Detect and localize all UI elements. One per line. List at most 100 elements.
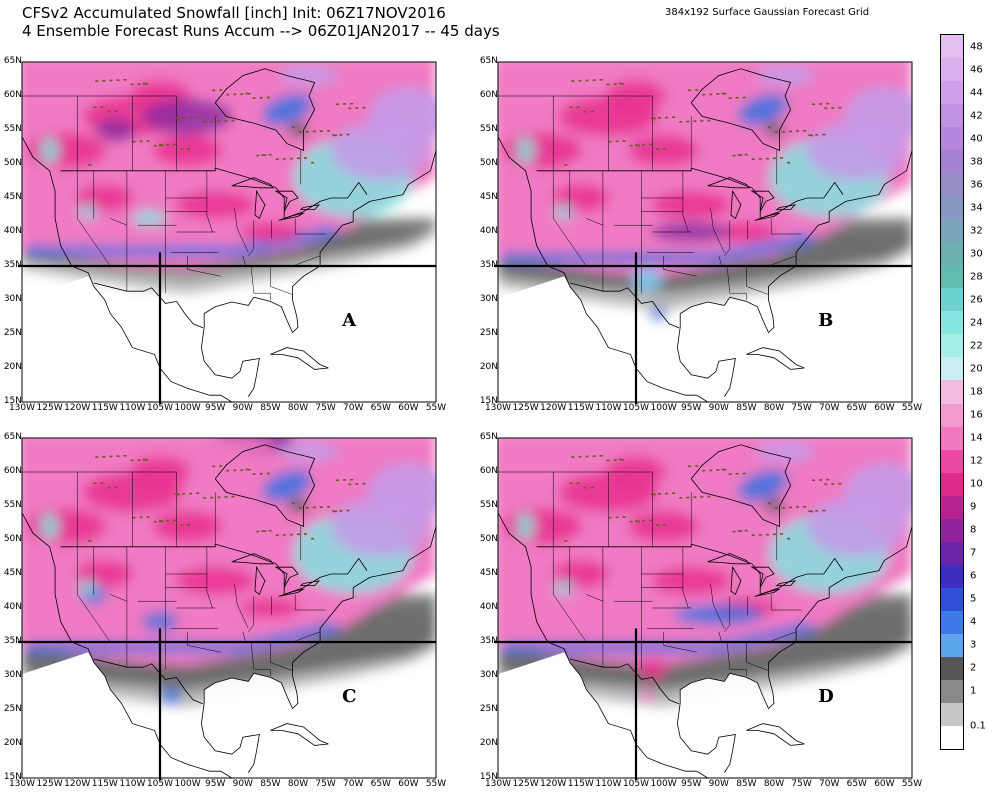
latitude-tick-label: 35N <box>479 260 498 270</box>
latitude-tick-label: 50N <box>3 534 22 544</box>
latitude-tick-label: 15N <box>479 772 498 782</box>
longitude-tick-label: 85W <box>260 779 281 789</box>
latitude-tick-label: 30N <box>3 670 22 680</box>
latitude-tick-label: 35N <box>3 260 22 270</box>
grid-resolution-label: 384x192 Surface Gaussian Forecast Grid <box>665 7 870 18</box>
longitude-tick-label: 95W <box>681 779 702 789</box>
longitude-tick-label: 60W <box>874 403 895 413</box>
longitude-tick-label: 55W <box>425 779 447 789</box>
longitude-tick-label: 80W <box>763 779 785 789</box>
legend-color-swatch <box>941 587 963 612</box>
latitude-tick-label: 25N <box>479 704 498 714</box>
longitude-tick-label: 80W <box>287 403 309 413</box>
snowfall-color-legend <box>940 34 964 750</box>
longitude-tick-label: 105W <box>622 779 650 789</box>
latitude-tick-label: 30N <box>3 294 22 304</box>
legend-value-label: 36 <box>970 179 983 191</box>
legend-color-swatch <box>941 173 963 197</box>
latitude-tick-label: 60N <box>479 90 498 100</box>
longitude-tick-label: 85W <box>736 779 757 789</box>
longitude-tick-label: 105W <box>622 403 650 413</box>
latitude-tick-label: 50N <box>479 158 498 168</box>
legend-value-label: 28 <box>970 271 983 283</box>
longitude-tick-label: 100W <box>650 779 677 789</box>
latitude-tick-label: 45N <box>3 568 22 578</box>
legend-value-label: 1 <box>970 685 977 697</box>
longitude-tick-label: 90W <box>232 779 253 789</box>
snowfall-map-panel-c: 65N 60N 55N 50N 45N 40N 35N 30N 25N 20N 15N 130W 125… <box>0 432 446 804</box>
legend-value-label: 4 <box>970 616 977 628</box>
latitude-tick-label: 15N <box>3 396 22 406</box>
longitude-tick-label: 120W <box>64 779 91 789</box>
latitude-tick-label: 35N <box>479 636 498 646</box>
legend-color-swatch <box>941 334 963 358</box>
legend-value-label: 38 <box>970 156 983 168</box>
legend-value-label: 46 <box>970 64 983 76</box>
legend-color-swatch <box>941 610 963 635</box>
longitude-tick-label: 85W <box>736 403 757 413</box>
legend-value-label: 8 <box>970 524 977 536</box>
longitude-tick-label: 80W <box>287 779 309 789</box>
map-canvas <box>494 437 913 780</box>
longitude-tick-label: 70W <box>819 779 840 789</box>
longitude-tick-label: 95W <box>205 779 226 789</box>
latitude-tick-label: 25N <box>3 704 22 714</box>
longitude-tick-label: 60W <box>398 403 419 413</box>
latitude-tick-label: 25N <box>479 328 498 338</box>
longitude-tick-label: 125W <box>512 779 539 789</box>
legend-color-swatch <box>941 518 963 543</box>
legend-value-label: 14 <box>970 432 983 444</box>
legend-value-label: 18 <box>970 386 983 398</box>
latitude-tick-label: 55N <box>479 124 498 134</box>
legend-value-label: 40 <box>970 133 983 145</box>
legend-color-swatch <box>941 265 963 289</box>
latitude-tick-label: 50N <box>3 158 22 168</box>
longitude-tick-label: 65W <box>370 779 391 789</box>
latitude-tick-label: 60N <box>3 90 22 100</box>
longitude-tick-label: 100W <box>650 403 677 413</box>
longitude-tick-label: 125W <box>36 779 63 789</box>
legend-color-swatch <box>941 449 963 474</box>
longitude-tick-label: 75W <box>315 779 336 789</box>
longitude-tick-label: 105W <box>146 403 174 413</box>
legend-color-swatch <box>941 35 963 59</box>
snowfall-map-panel-b: 65N 60N 55N 50N 45N 40N 35N 30N 25N 20N 15N 130W 125… <box>476 56 922 428</box>
longitude-tick-label: 130W <box>484 403 512 413</box>
legend-value-label: 22 <box>970 340 983 352</box>
ensemble-run-label: A <box>342 310 357 332</box>
snowfall-map-panel-a: 65N 60N 55N 50N 45N 40N 35N 30N 25N 20N 15N 130W 125… <box>0 56 446 428</box>
longitude-tick-label: 100W <box>174 403 201 413</box>
legend-color-swatch <box>941 564 963 589</box>
legend-value-label: 24 <box>970 317 983 329</box>
longitude-tick-label: 120W <box>540 779 567 789</box>
latitude-tick-label: 45N <box>479 192 498 202</box>
map-canvas <box>18 437 437 780</box>
legend-color-swatch <box>941 679 963 704</box>
longitude-tick-label: 125W <box>36 403 63 413</box>
legend-value-label: 44 <box>970 87 983 99</box>
legend-color-swatch <box>941 702 963 727</box>
latitude-tick-label: 55N <box>3 500 22 510</box>
longitude-tick-label: 110W <box>119 403 146 413</box>
latitude-tick-label: 15N <box>3 772 22 782</box>
legend-color-swatch <box>941 725 963 749</box>
legend-color-swatch <box>941 380 963 404</box>
latitude-tick-label: 45N <box>479 568 498 578</box>
legend-value-label: 9 <box>970 501 977 513</box>
legend-value-label: 48 <box>970 41 983 53</box>
legend-color-swatch <box>941 426 963 451</box>
longitude-tick-label: 70W <box>819 403 840 413</box>
latitude-tick-label: 60N <box>3 466 22 476</box>
longitude-tick-label: 65W <box>846 403 867 413</box>
longitude-tick-label: 80W <box>763 403 785 413</box>
longitude-tick-label: 120W <box>64 403 91 413</box>
latitude-tick-label: 40N <box>479 602 498 612</box>
map-canvas <box>18 61 437 404</box>
ensemble-run-label: C <box>342 686 357 708</box>
legend-value-label: 42 <box>970 110 983 122</box>
longitude-tick-label: 110W <box>595 403 622 413</box>
legend-color-swatch <box>941 472 963 497</box>
legend-value-label: 0.1 <box>970 720 986 732</box>
legend-value-label: 26 <box>970 294 983 306</box>
longitude-tick-label: 105W <box>146 779 174 789</box>
